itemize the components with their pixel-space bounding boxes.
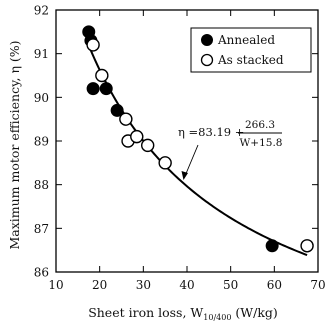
fit-equation-arrow [184,144,199,177]
fit-curve [85,39,308,257]
fit-equation-arrowhead [181,171,188,180]
legend-label-annealed: Annealed [217,33,275,47]
point-annealed-2 [86,82,100,96]
x-tick-label: 40 [179,278,194,292]
y-tick-label: 86 [34,266,49,280]
legend-label-as-stacked: As stacked [217,53,284,67]
y-tick-label: 92 [34,4,49,18]
legend: Annealed As stacked [190,27,312,73]
point-as-stacked-1 [95,68,109,83]
legend-marker-annealed [201,34,213,46]
x-tick-label: 70 [310,278,325,292]
x-tick-label: 20 [92,278,107,292]
point-as-stacked-2 [119,112,133,126]
x-tick-label: 60 [267,278,282,292]
fit-equation-numerator: 266.3 [245,119,275,131]
x-tick-label: 50 [223,278,238,292]
fit-equation: η =83.19 + 266.3 W+15.8 [178,119,282,180]
fit-equation-denominator: W+15.8 [240,137,283,149]
point-annealed-5 [265,239,279,253]
point-as-stacked-7 [300,239,314,253]
y-tick-label: 90 [34,91,49,105]
y-tick-label: 91 [34,47,49,61]
fit-equation-lhs: η =83.19 + [178,125,244,139]
y-tick-label: 88 [34,178,49,192]
point-as-stacked-0 [86,38,100,52]
y-axis-title: Maximum motor efficiency, η (%) [7,40,22,249]
point-as-stacked-5 [140,138,155,153]
x-tick-label: 10 [48,278,63,292]
point-as-stacked-4 [130,129,144,144]
point-annealed-3 [99,82,113,96]
point-annealed-4 [110,103,124,117]
legend-marker-as-stacked [200,53,214,67]
point-as-stacked-6 [158,156,172,170]
y-tick-label: 87 [34,222,49,236]
x-axis-title: Sheet iron loss, W10/400 (W/kg) [88,305,278,322]
y-tick-label: 89 [34,135,49,149]
x-tick-label: 30 [136,278,151,292]
